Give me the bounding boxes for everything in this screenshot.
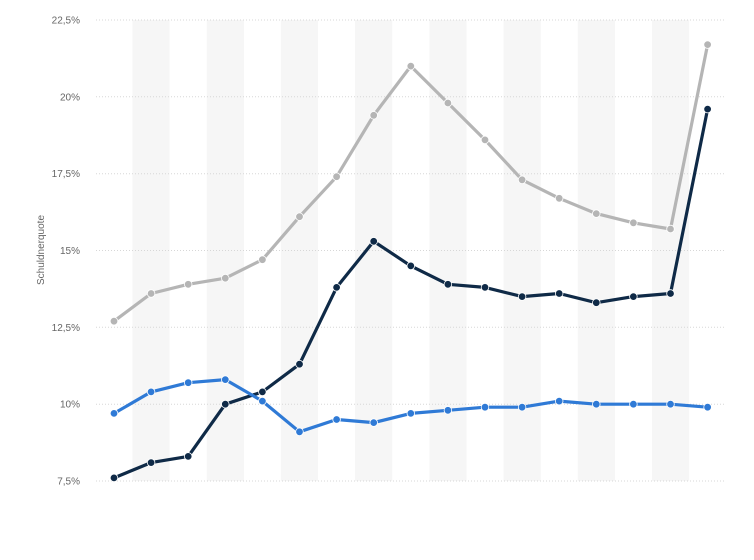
data-point — [109, 409, 119, 418]
data-point — [406, 261, 415, 271]
data-point — [183, 452, 193, 461]
data-point — [517, 403, 527, 412]
y-tick-label: 15% — [60, 246, 80, 257]
data-point — [592, 298, 601, 307]
series-line — [112, 42, 710, 323]
y-tick-label: 10% — [60, 400, 80, 411]
data-point — [221, 400, 230, 409]
data-point — [666, 289, 675, 298]
y-tick-label: 12,5% — [52, 323, 80, 334]
data-point — [592, 209, 601, 218]
data-point — [146, 458, 156, 467]
data-point — [406, 409, 415, 418]
data-point — [146, 387, 156, 397]
data-point — [629, 400, 638, 409]
series-group — [109, 40, 712, 483]
data-point — [443, 98, 453, 108]
y-axis-title: Schuldnerquote — [36, 215, 47, 285]
data-point — [109, 473, 119, 483]
data-point — [592, 400, 601, 409]
data-point — [703, 104, 712, 114]
y-tick-label: 17,5% — [52, 169, 80, 180]
series-line — [112, 378, 710, 434]
series-3 — [109, 375, 712, 436]
data-point — [703, 40, 712, 49]
data-point — [629, 292, 638, 301]
y-tick-label: 7,5% — [57, 477, 80, 488]
data-point — [183, 280, 193, 289]
data-point — [480, 283, 490, 292]
data-point — [332, 283, 341, 292]
column-band — [280, 20, 318, 481]
data-point — [295, 427, 304, 436]
data-point — [555, 194, 564, 203]
data-point — [146, 289, 156, 298]
y-tick-label: 20% — [60, 92, 80, 103]
data-point — [258, 396, 267, 406]
data-point — [703, 403, 712, 412]
data-point — [221, 274, 230, 283]
data-point — [443, 280, 453, 289]
data-point — [480, 403, 490, 412]
data-point — [295, 360, 304, 369]
data-point — [258, 387, 267, 397]
data-point — [517, 175, 527, 184]
data-point — [555, 396, 564, 406]
series-2 — [109, 104, 712, 483]
series-line — [112, 107, 710, 480]
data-point — [517, 292, 527, 301]
data-point — [258, 255, 267, 264]
data-point — [295, 212, 304, 221]
data-point — [443, 406, 453, 415]
data-point — [555, 289, 564, 298]
y-tick-label: 22,5% — [52, 16, 80, 27]
data-point — [666, 224, 675, 234]
series-1 — [109, 40, 712, 326]
data-point — [666, 400, 675, 409]
data-point — [369, 237, 378, 246]
y-axis-tick-labels: 7,5% 10% 12,5% 15% 17,5% 20% 22,5% — [52, 16, 80, 488]
data-point — [369, 418, 378, 427]
data-point — [406, 61, 415, 71]
data-point — [109, 317, 119, 326]
data-point — [629, 218, 638, 227]
data-point — [369, 111, 378, 120]
data-point — [480, 135, 490, 145]
data-point — [183, 378, 193, 387]
data-point — [332, 415, 341, 424]
data-point — [221, 375, 230, 384]
data-point — [332, 172, 341, 181]
